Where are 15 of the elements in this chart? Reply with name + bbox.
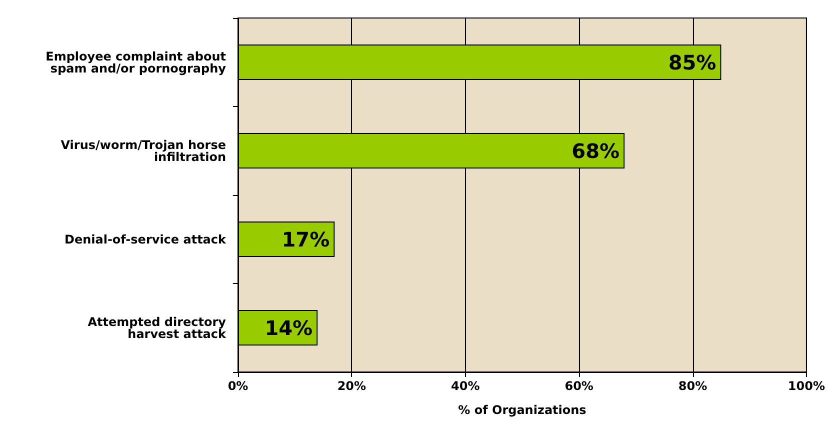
data-label: 17% <box>282 227 330 252</box>
y-tick-label: Employee complaint about spam and/or pornography <box>46 49 226 76</box>
x-tick-label: 20% <box>337 379 366 393</box>
data-label: 14% <box>264 316 313 340</box>
x-tick-label: 100% <box>788 379 826 393</box>
x-tick-label: 0% <box>228 379 248 393</box>
x-tick-label: 40% <box>451 379 480 393</box>
x-axis-title: % of Organizations <box>458 403 586 417</box>
data-label: 68% <box>572 138 620 163</box>
x-tick-label: 80% <box>678 379 708 393</box>
y-tick-label: Attempted directory harvest attack <box>88 314 228 341</box>
y-tick-label: Virus/worm/Trojan horse infiltration <box>60 138 226 164</box>
y-tick-label: Denial-of-service attack <box>64 232 228 246</box>
data-label: 85% <box>668 50 716 74</box>
x-tick-label: 60% <box>564 379 594 393</box>
